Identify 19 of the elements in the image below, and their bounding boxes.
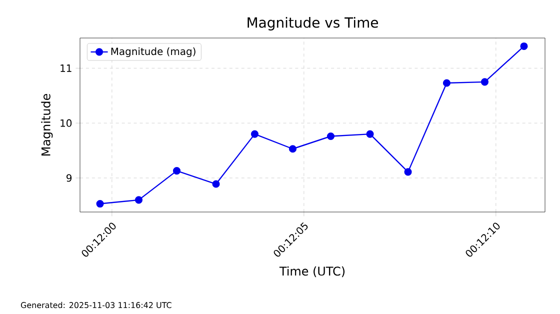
point bbox=[404, 168, 412, 176]
point bbox=[520, 42, 528, 50]
point bbox=[212, 180, 220, 188]
point bbox=[366, 130, 374, 138]
y-tick-label: 9 bbox=[66, 174, 72, 182]
x-axis-title: Time (UTC) bbox=[279, 266, 345, 278]
point bbox=[134, 196, 143, 204]
point bbox=[442, 79, 451, 87]
point bbox=[250, 130, 259, 138]
legend-label: Magnitude (mag) bbox=[111, 47, 196, 58]
point bbox=[288, 145, 297, 153]
y-tick-label: 10 bbox=[60, 119, 72, 127]
y-axis-title: Magnitude bbox=[41, 94, 53, 156]
point bbox=[96, 200, 104, 208]
chart-title: Magnitude vs Time bbox=[248, 17, 378, 30]
point bbox=[172, 167, 181, 175]
point bbox=[480, 78, 489, 86]
point bbox=[326, 132, 335, 140]
y-tick-label: 11 bbox=[60, 64, 72, 72]
